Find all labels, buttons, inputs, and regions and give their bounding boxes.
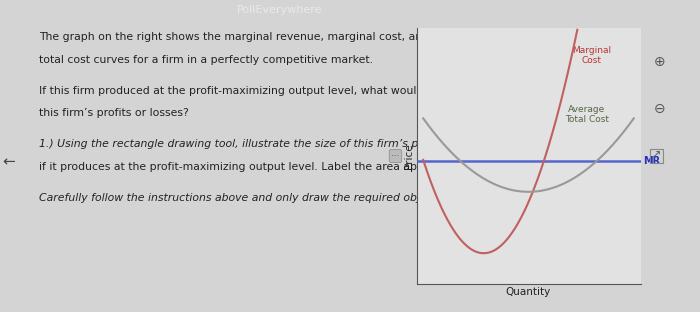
- Y-axis label: Price: Price: [404, 143, 414, 169]
- Text: this firm’s profits or losses?: this firm’s profits or losses?: [39, 109, 189, 119]
- Text: ⋯: ⋯: [391, 152, 400, 160]
- X-axis label: Quantity: Quantity: [506, 287, 551, 297]
- Text: ⊖: ⊖: [654, 102, 665, 116]
- Text: PollEverywhere: PollEverywhere: [237, 5, 323, 15]
- Text: total cost curves for a firm in a perfectly competitive market.: total cost curves for a firm in a perfec…: [39, 55, 373, 65]
- Text: 1.) Using the rectangle drawing tool, illustrate the size of this firm’s profits: 1.) Using the rectangle drawing tool, il…: [39, 139, 498, 149]
- Text: Average
Total Cost: Average Total Cost: [565, 105, 609, 124]
- Text: MR: MR: [643, 156, 660, 166]
- Text: The graph on the right shows the marginal revenue, marginal cost, and average: The graph on the right shows the margina…: [39, 32, 477, 42]
- Text: Marginal
Cost: Marginal Cost: [572, 46, 611, 66]
- Text: Carefully follow the instructions above and only draw the required object.: Carefully follow the instructions above …: [39, 193, 440, 203]
- Text: ⊕: ⊕: [654, 56, 665, 69]
- Text: If this firm produced at the profit-maximizing output level, what would be the s: If this firm produced at the profit-maxi…: [39, 85, 501, 95]
- Text: if it produces at the profit-maximizing output level. Label the area appropriate: if it produces at the profit-maximizing …: [39, 162, 479, 172]
- Text: ↗: ↗: [652, 151, 662, 161]
- Text: ←: ←: [2, 155, 15, 170]
